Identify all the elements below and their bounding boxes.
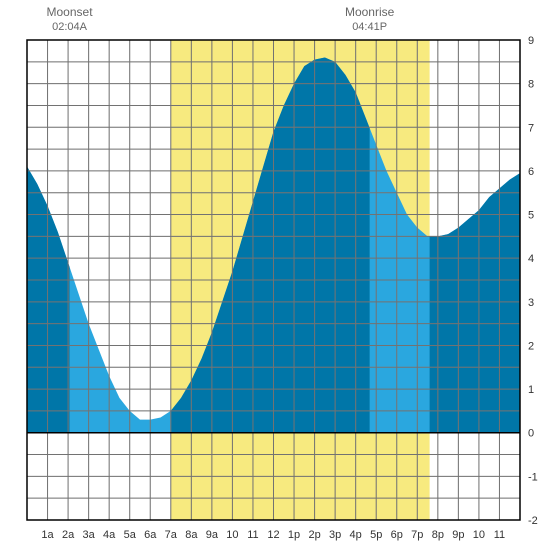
- x-tick-label: 7a: [165, 529, 178, 541]
- annotation-label: Moonrise: [345, 5, 395, 19]
- x-tick-label: 8p: [432, 529, 444, 541]
- x-tick-label: 6p: [391, 529, 403, 541]
- x-tick-label: 11: [247, 529, 258, 541]
- x-tick-label: 10: [226, 529, 238, 541]
- x-tick-label: 4p: [350, 529, 362, 541]
- y-tick-label: 1: [528, 384, 534, 396]
- y-tick-label: 6: [528, 166, 534, 178]
- y-tick-label: -2: [528, 515, 538, 527]
- x-tick-label: 3a: [83, 529, 96, 541]
- y-tick-label: 9: [528, 35, 534, 47]
- x-tick-label: 1p: [288, 529, 300, 541]
- x-tick-label: 6a: [144, 529, 157, 541]
- x-tick-label: 9p: [452, 529, 464, 541]
- x-tick-label: 12: [267, 529, 279, 541]
- x-tick-label: 8a: [185, 529, 198, 541]
- x-tick-label: 7p: [411, 529, 423, 541]
- y-tick-label: 4: [528, 253, 534, 265]
- y-tick-label: 8: [528, 79, 534, 91]
- x-tick-label: 5a: [124, 529, 137, 541]
- x-tick-label: 4a: [103, 529, 116, 541]
- y-tick-label: 5: [528, 210, 534, 222]
- x-tick-label: 3p: [329, 529, 341, 541]
- annotation-time: 02:04A: [52, 21, 88, 33]
- y-tick-label: 7: [528, 122, 534, 134]
- y-tick-label: 3: [528, 297, 534, 309]
- tide-chart: 1a2a3a4a5a6a7a8a9a1011121p2p3p4p5p6p7p8p…: [0, 0, 550, 550]
- x-tick-label: 9a: [206, 529, 219, 541]
- y-tick-label: -1: [528, 471, 538, 483]
- y-tick-label: 0: [528, 428, 534, 440]
- x-tick-label: 2p: [308, 529, 320, 541]
- chart-svg: 1a2a3a4a5a6a7a8a9a1011121p2p3p4p5p6p7p8p…: [0, 0, 550, 550]
- x-tick-label: 1a: [41, 529, 54, 541]
- x-tick-label: 10: [473, 529, 485, 541]
- x-tick-label: 11: [494, 529, 505, 541]
- annotation-time: 04:41P: [352, 21, 387, 33]
- annotation-label: Moonset: [47, 5, 94, 19]
- y-tick-label: 2: [528, 340, 534, 352]
- x-tick-label: 5p: [370, 529, 382, 541]
- x-tick-label: 2a: [62, 529, 75, 541]
